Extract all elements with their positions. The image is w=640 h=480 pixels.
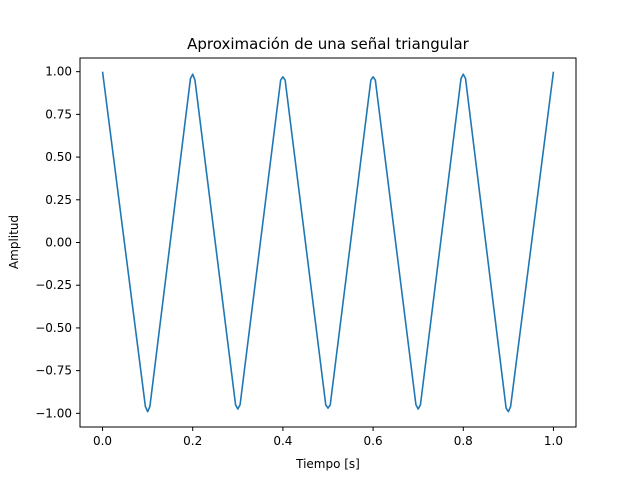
x-tick-label: 0.6	[364, 434, 383, 448]
x-axis-label: Tiempo [s]	[295, 457, 360, 471]
y-axis: −1.00 −0.75 −0.50 −0.25 0.00 0.25 0.50 0.75 1.00	[35, 65, 80, 420]
x-tick-label: 0.2	[183, 434, 202, 448]
y-tick-label: 1.00	[45, 65, 72, 79]
y-tick-label: −1.00	[35, 406, 72, 420]
chart-title: Aproximación de una señal triangular	[187, 35, 470, 53]
y-tick-label: −0.50	[35, 321, 72, 335]
y-tick-label: 0.50	[45, 150, 72, 164]
series-line	[101, 71, 555, 413]
y-tick-label: 0.00	[45, 236, 72, 250]
y-tick-label: −0.75	[35, 364, 72, 378]
y-tick-label: 0.25	[45, 193, 72, 207]
y-tick-label: 0.75	[45, 107, 72, 121]
x-tick-label: 1.0	[544, 434, 563, 448]
y-tick-label: −0.25	[35, 278, 72, 292]
series-layer	[101, 71, 555, 413]
x-tick-label: 0.8	[454, 434, 473, 448]
x-axis: 0.0 0.2 0.4 0.6 0.8 1.0	[93, 427, 563, 448]
y-axis-label: Amplitud	[7, 215, 21, 269]
x-tick-label: 0.4	[273, 434, 292, 448]
x-tick-label: 0.0	[93, 434, 112, 448]
